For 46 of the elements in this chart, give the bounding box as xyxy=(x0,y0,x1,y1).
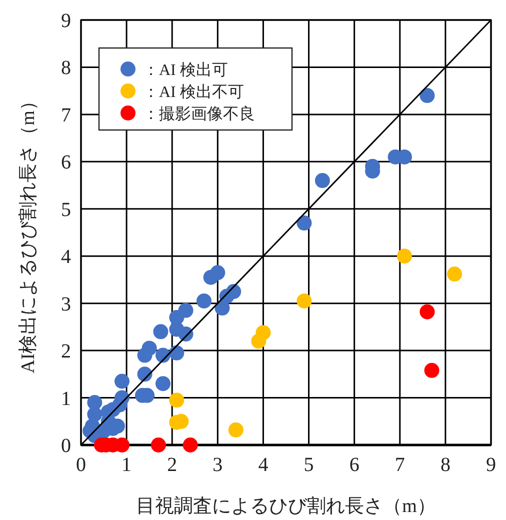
point xyxy=(424,362,440,378)
y-tick-label: 8 xyxy=(61,57,71,80)
y-tick-label: 2 xyxy=(61,340,71,363)
y-tick-label: 3 xyxy=(61,293,71,316)
point xyxy=(153,324,168,340)
x-tick-label: 5 xyxy=(304,454,314,476)
x-tick-label: 9 xyxy=(486,454,496,476)
x-tick-label: 7 xyxy=(394,454,405,476)
point xyxy=(447,266,462,282)
x-tick-label: 3 xyxy=(212,454,223,476)
y-tick-label: 0 xyxy=(61,435,71,457)
point xyxy=(314,173,330,188)
point xyxy=(182,438,198,452)
point xyxy=(296,293,312,308)
point xyxy=(169,322,184,337)
x-tick-label: 8 xyxy=(440,454,450,476)
point xyxy=(296,216,312,231)
point xyxy=(214,300,230,316)
point xyxy=(169,392,184,408)
point xyxy=(203,270,218,285)
y-axis-title: AI検出によるひび割れ長さ（m） xyxy=(18,92,39,374)
point xyxy=(420,304,435,320)
x-tick-label: 1 xyxy=(122,454,132,476)
y-tick-label: 6 xyxy=(61,152,71,174)
y-tick-label: 5 xyxy=(61,198,71,221)
point xyxy=(251,334,266,349)
x-tick-label: 4 xyxy=(258,454,268,476)
y-tick-label: 9 xyxy=(61,10,71,32)
x-axis-title: 目視調査によるひび割れ長さ（m） xyxy=(136,496,436,517)
point xyxy=(114,374,130,389)
point xyxy=(420,88,435,104)
point xyxy=(228,422,244,438)
point xyxy=(137,348,152,363)
point xyxy=(196,293,212,308)
y-tick-label: 1 xyxy=(61,388,71,410)
legend-label: ：AI 検出可 xyxy=(143,61,228,79)
x-tick-label: 6 xyxy=(349,454,360,476)
point xyxy=(156,376,170,392)
legend-label: ：AI 検出不可 xyxy=(143,83,244,101)
y-tick-label: 7 xyxy=(61,104,71,126)
point xyxy=(396,248,412,264)
legend-label: ：撮影画像不良 xyxy=(143,105,255,123)
x-tick-label: 2 xyxy=(167,454,178,476)
y-tick-label: 4 xyxy=(61,246,71,268)
point xyxy=(150,438,166,452)
x-tick-label: 0 xyxy=(76,454,86,476)
